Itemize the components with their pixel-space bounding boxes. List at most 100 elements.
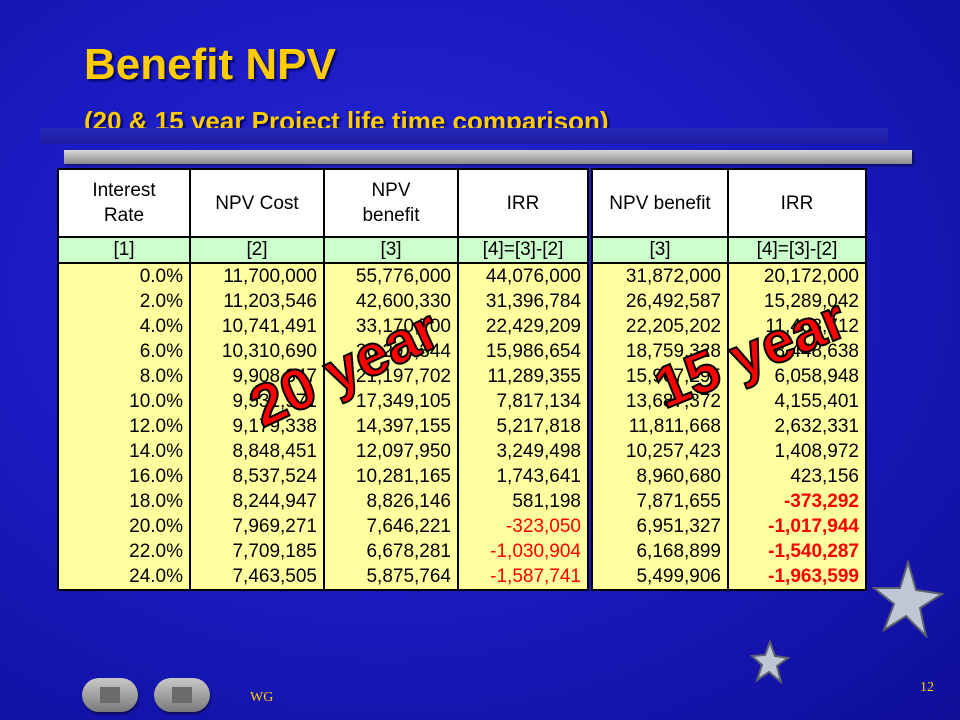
table-cell: 22,429,209 — [457, 314, 589, 339]
table-row: 11,811,668 2,632,331 — [591, 414, 867, 439]
table-cell: 13,687,372 — [591, 389, 729, 414]
table-cell: 8,448,638 — [727, 339, 867, 364]
table-cell: 2,632,331 — [727, 414, 867, 439]
table-cell: 10,310,690 — [189, 339, 325, 364]
table-cell: 20.0% — [57, 514, 191, 539]
table-cell: 12,097,950 — [323, 439, 459, 464]
table-row: 10.0% 9,531,971 17,349,105 7,817,134 — [57, 389, 589, 414]
table-cell: 6,951,327 — [591, 514, 729, 539]
table-row: 6.0% 10,310,690 26,297,344 15,986,654 — [57, 339, 589, 364]
table-cell: 6.0% — [57, 339, 191, 364]
table-cell: 5,217,818 — [457, 414, 589, 439]
table-cell: 2.0% — [57, 289, 191, 314]
table-cell: 16.0% — [57, 464, 191, 489]
table-cell: 44,076,000 — [457, 263, 589, 289]
table-cell: -1,963,599 — [727, 564, 867, 591]
table-cell: 7,817,134 — [457, 389, 589, 414]
table-cell: 5,875,764 — [323, 564, 459, 591]
table-cell: 31,872,000 — [591, 263, 729, 289]
star-icon — [750, 640, 790, 684]
star-icon — [872, 560, 944, 638]
previous-slide-button[interactable] — [82, 678, 138, 712]
table-cell: 24.0% — [57, 564, 191, 591]
right-arrow-icon — [172, 687, 192, 703]
table-cell: 9,908,347 — [189, 364, 325, 389]
table-cell: 22.0% — [57, 539, 191, 564]
title-underline-bar — [40, 128, 888, 144]
table-cell: 7,463,505 — [189, 564, 325, 591]
table-cell: 11,289,355 — [457, 364, 589, 389]
code-cell: [3] — [323, 236, 459, 264]
table-row: 13,687,372 4,155,401 — [591, 389, 867, 414]
table-cell: 15,986,654 — [457, 339, 589, 364]
table-row: 26,492,587 15,289,042 — [591, 289, 867, 314]
table-row: 16.0% 8,537,524 10,281,165 1,743,641 — [57, 464, 589, 489]
header-irr: IRR — [457, 168, 589, 238]
table-cell: 15,967,295 — [591, 364, 729, 389]
table-row: 15,967,295 6,058,948 — [591, 364, 867, 389]
table-cell: 10,281,165 — [323, 464, 459, 489]
table-cell: 10,741,491 — [189, 314, 325, 339]
slide-title: Benefit NPV — [84, 40, 336, 89]
table-row: 24.0% 7,463,505 5,875,764 -1,587,741 — [57, 564, 589, 591]
table-cell: 8,244,947 — [189, 489, 325, 514]
table-cell: 11,463,712 — [727, 314, 867, 339]
table-cell: -323,050 — [457, 514, 589, 539]
table-row: 7,871,655 -373,292 — [591, 489, 867, 514]
table-cell: 18,759,328 — [591, 339, 729, 364]
table-cell: 9,179,338 — [189, 414, 325, 439]
table-cell: 1,743,641 — [457, 464, 589, 489]
table-cell: 11,203,546 — [189, 289, 325, 314]
table-row: 22,205,202 11,463,712 — [591, 314, 867, 339]
table-row: 20.0% 7,969,271 7,646,221 -323,050 — [57, 514, 589, 539]
table-cell: 26,492,587 — [591, 289, 729, 314]
table-row: 12.0% 9,179,338 14,397,155 5,217,818 — [57, 414, 589, 439]
table-cell: 7,709,185 — [189, 539, 325, 564]
table-20-year: Interest Rate NPV Cost NPV benefit IRR [… — [57, 168, 589, 591]
table-cell: 14,397,155 — [323, 414, 459, 439]
table-cell: 8.0% — [57, 364, 191, 389]
table-cell: 9,531,971 — [189, 389, 325, 414]
table-cell: 15,289,042 — [727, 289, 867, 314]
footer-author: WG — [250, 690, 274, 705]
table-cell: 14.0% — [57, 439, 191, 464]
table-row: 10,257,423 1,408,972 — [591, 439, 867, 464]
table-cell: 581,198 — [457, 489, 589, 514]
next-slide-button[interactable] — [154, 678, 210, 712]
code-cell: [1] — [57, 236, 191, 264]
table-cell: 33,170,700 — [323, 314, 459, 339]
table-cell: -1,017,944 — [727, 514, 867, 539]
table-cell: 8,826,146 — [323, 489, 459, 514]
header-npv-cost: NPV Cost — [189, 168, 325, 238]
table-cell: 6,058,948 — [727, 364, 867, 389]
table-cell: 12.0% — [57, 414, 191, 439]
table-cell: 3,249,498 — [457, 439, 589, 464]
header-npv-benefit: NPV benefit — [323, 168, 459, 238]
table-cell: 4.0% — [57, 314, 191, 339]
table-cell: -1,587,741 — [457, 564, 589, 591]
table-cell: 10.0% — [57, 389, 191, 414]
table-cell: 26,297,344 — [323, 339, 459, 364]
table-row: 0.0% 11,700,000 55,776,000 44,076,000 — [57, 263, 589, 289]
table-cell: 42,600,330 — [323, 289, 459, 314]
left-arrow-icon — [100, 687, 120, 703]
table-cell: -1,030,904 — [457, 539, 589, 564]
table-row: 8.0% 9,908,347 21,197,702 11,289,355 — [57, 364, 589, 389]
table-cell: 4,155,401 — [727, 389, 867, 414]
table-row: 31,872,000 20,172,000 — [591, 263, 867, 289]
table-15-year: NPV benefit IRR [3] [4]=[3]-[2] 31,872,0… — [591, 168, 867, 591]
table-cell: -1,540,287 — [727, 539, 867, 564]
table-cell: 0.0% — [57, 263, 191, 289]
table-cell: 1,408,972 — [727, 439, 867, 464]
table-cell: 55,776,000 — [323, 263, 459, 289]
code-cell: [2] — [189, 236, 325, 264]
table-row: 22.0% 7,709,185 6,678,281 -1,030,904 — [57, 539, 589, 564]
table-cell: 18.0% — [57, 489, 191, 514]
table-cell: 11,700,000 — [189, 263, 325, 289]
page-number: 12 — [920, 680, 934, 695]
table-cell: 31,396,784 — [457, 289, 589, 314]
table-cell: 21,197,702 — [323, 364, 459, 389]
table-cell: 10,257,423 — [591, 439, 729, 464]
table-cell: 22,205,202 — [591, 314, 729, 339]
header-interest-rate: Interest Rate — [57, 168, 191, 238]
